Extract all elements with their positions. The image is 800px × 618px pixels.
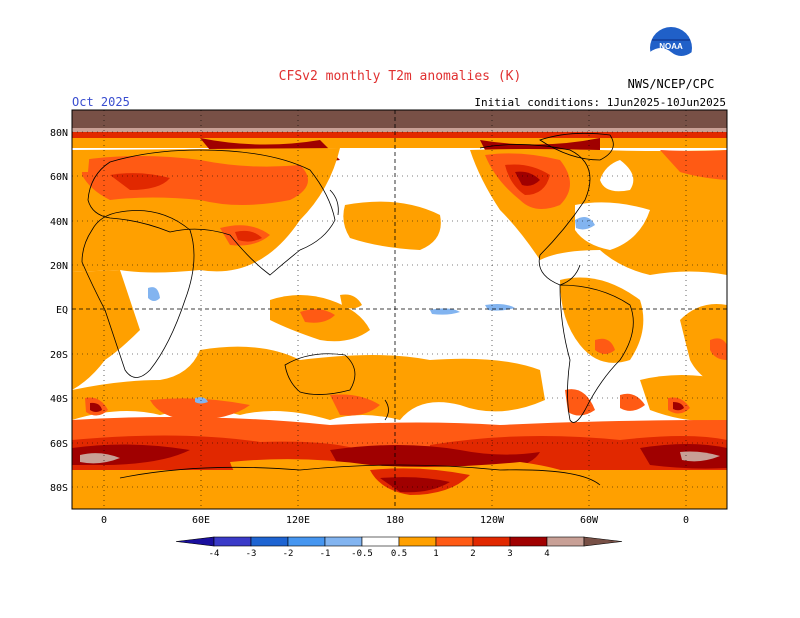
lat-label: EQ [56,305,68,316]
colorbar-tick-label: -1 [320,549,331,559]
colorbar-tick-label: 4 [544,549,549,559]
coastlines [81,132,634,486]
colorbar-bin [398,536,437,547]
colorbar-bin [250,536,289,547]
colorbar-bin [472,536,511,547]
graticule [72,110,727,509]
lat-label: 80S [50,483,68,494]
anomaly-map [71,109,728,510]
colorbar [175,536,623,547]
lon-label: 120E [286,515,310,526]
colorbar-bin [361,536,400,547]
lon-label: 120W [480,515,505,526]
lat-label: 20N [50,261,68,272]
logo-text: NOAA [659,42,683,51]
northern-hemisphere-anomalies [72,148,727,275]
colorbar-tick-label: -4 [209,549,220,559]
lon-label: 0 [101,515,107,526]
colorbar-bin [546,536,585,547]
lon-label: 180 [386,515,404,526]
initial-conditions-label: Initial conditions: 1Jun2025-10Jun2025 [474,96,726,109]
arctic-anomaly-band [72,110,727,165]
lat-label: 40S [50,394,68,405]
lon-label: 60E [192,515,210,526]
colorbar-bin [324,536,363,547]
colorbar-tick-label: 0.5 [391,549,407,559]
lat-label: 60N [50,172,68,183]
cool-anomaly-patches [148,216,595,404]
map-frame [71,109,728,510]
lat-label: 60S [50,439,68,450]
valid-month-label: Oct 2025 [72,95,130,109]
lat-label: 80N [50,128,68,139]
colorbar-tick-label: -3 [246,549,257,559]
tropical-anomalies [72,270,727,390]
colorbar-tick-label: 2 [470,549,475,559]
latitude-labels: 80N 60N 40N 20N EQ 20S 40S 60S 80S [50,128,68,494]
chart-title: CFSv2 monthly T2m anomalies (K) [279,69,522,84]
colorbar-tick-label: -2 [283,549,294,559]
colorbar-tick-label: 3 [507,549,512,559]
colorbar-bin [509,536,548,547]
noaa-logo-icon: NOAA [650,27,692,75]
colorbar-bin [435,536,474,547]
equator-and-dateline [72,110,727,509]
agency-label: NWS/NCEP/CPC [628,77,715,91]
colorbar-arrow-high [583,536,623,547]
colorbar-bin [287,536,326,547]
lon-label: 60W [580,515,599,526]
colorbar-tick-label: 1 [433,549,438,559]
lat-label: 20S [50,350,68,361]
colorbar-tick-label: -0.5 [351,549,373,559]
colorbar-arrow-low [175,536,215,547]
colorbar-tick-labels: -4 -3 -2 -1 -0.5 0.5 1 2 3 4 [209,549,550,559]
longitude-labels: 0 60E 120E 180 120W 60W 0 [101,515,689,526]
colorbar-bin [213,536,252,547]
lat-label: 40N [50,217,68,228]
lon-label: 0 [683,515,689,526]
